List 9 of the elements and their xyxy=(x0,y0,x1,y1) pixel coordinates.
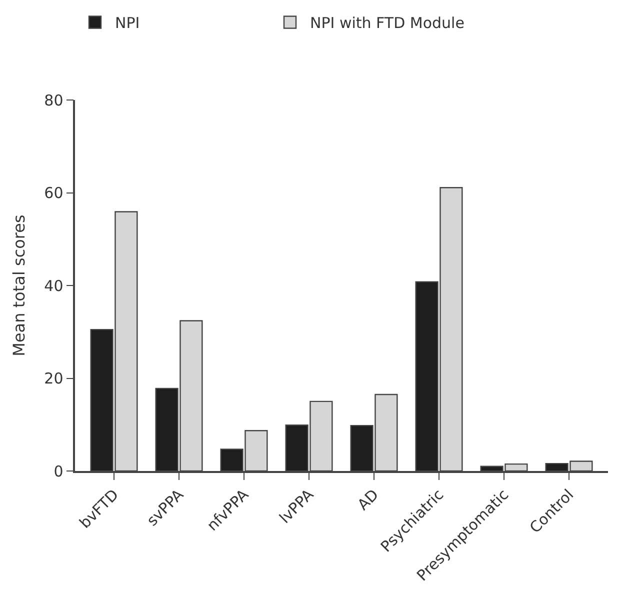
y-tick-label: 40 xyxy=(44,276,64,295)
y-axis-title: Mean total scores xyxy=(10,214,29,356)
y-tick-label: 60 xyxy=(44,184,64,202)
y-tick-label: 20 xyxy=(44,370,64,388)
legend-label: NPI xyxy=(115,14,140,32)
legend-label: NPI with FTD Module xyxy=(310,14,464,32)
x-tick-label: AD xyxy=(354,486,382,514)
y-tick-label: 0 xyxy=(54,462,64,480)
y-tick-label: 80 xyxy=(44,91,64,110)
